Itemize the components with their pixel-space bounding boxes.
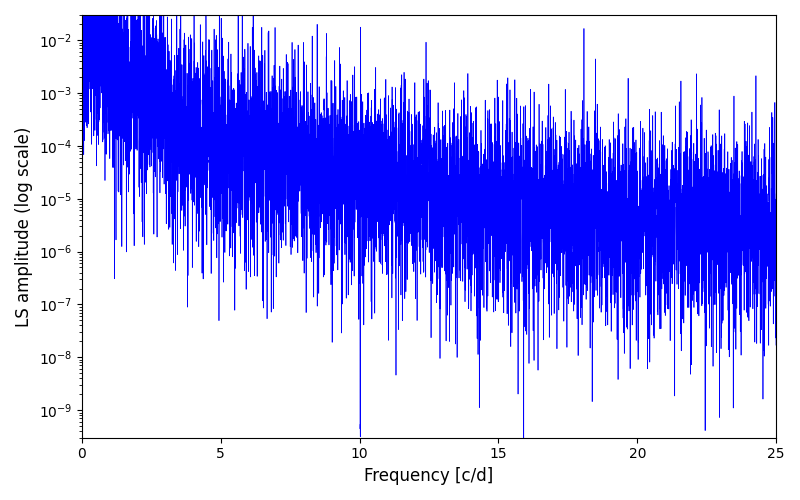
X-axis label: Frequency [c/d]: Frequency [c/d] [364, 467, 494, 485]
Y-axis label: LS amplitude (log scale): LS amplitude (log scale) [15, 126, 33, 326]
